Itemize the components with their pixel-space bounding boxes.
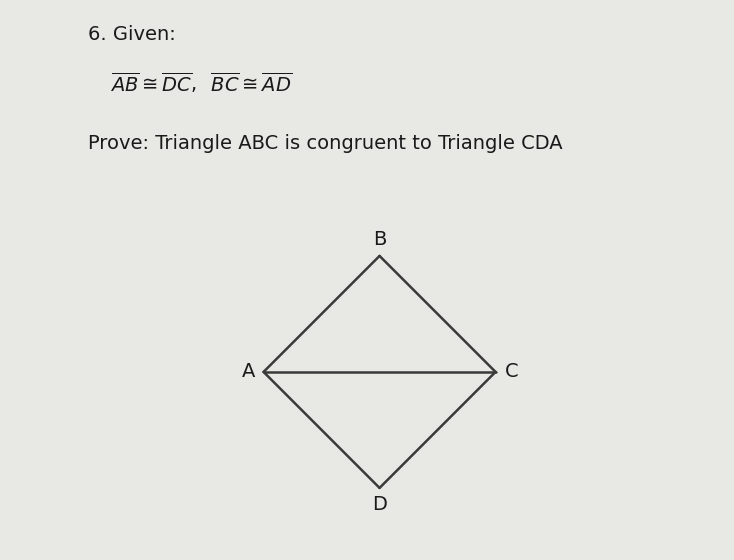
- Text: D: D: [372, 494, 387, 514]
- Text: A: A: [241, 362, 255, 381]
- Text: 6. Given:: 6. Given:: [88, 25, 176, 44]
- Text: $\overline{AB} \cong \overline{DC},\;\; \overline{BC} \cong \overline{AD}$: $\overline{AB} \cong \overline{DC},\;\; …: [110, 70, 292, 95]
- Text: C: C: [505, 362, 519, 381]
- Text: B: B: [373, 230, 386, 249]
- Text: Prove: Triangle ABC is congruent to Triangle CDA: Prove: Triangle ABC is congruent to Tria…: [88, 134, 563, 153]
